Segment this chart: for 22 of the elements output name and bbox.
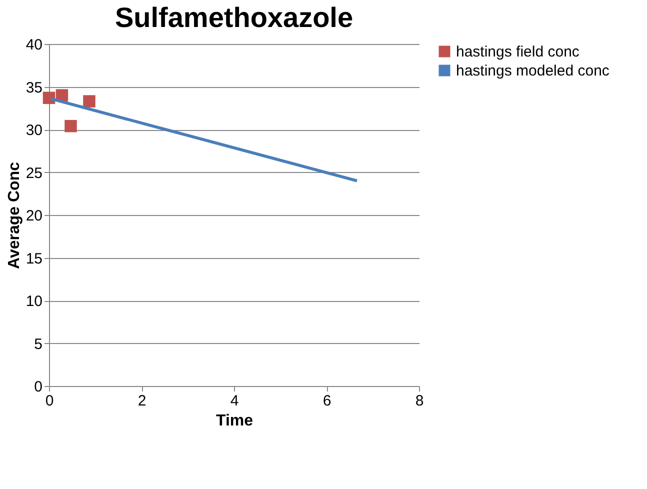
y-tick-label: 40 — [26, 36, 42, 54]
legend-label: hastings field conc — [456, 44, 580, 60]
y-tick-label: 30 — [26, 122, 42, 139]
legend-label: hastings modeled conc — [456, 62, 610, 80]
chart-title: Sulfamethoxazole — [114, 2, 354, 33]
x-tick-label: 2 — [138, 392, 146, 410]
x-tick-label: 0 — [45, 392, 54, 410]
y-tick-label: 20 — [26, 208, 42, 224]
x-axis-title: Time — [216, 412, 254, 430]
point — [83, 95, 96, 108]
x-tick-label: 4 — [230, 392, 239, 410]
y-tick-label: 25 — [26, 164, 42, 182]
y-tick-label: 10 — [26, 293, 42, 310]
x-tick-label: 8 — [415, 392, 424, 410]
y-tick-label: 0 — [34, 378, 42, 396]
y-axis-title: Average Conc — [6, 162, 23, 269]
point — [42, 92, 56, 104]
y-tick-label: 35 — [26, 79, 42, 96]
x-tick-label: 6 — [322, 392, 332, 410]
y-tick-label: 5 — [34, 336, 42, 353]
y-tick-label: 15 — [26, 250, 42, 268]
point — [64, 120, 77, 132]
